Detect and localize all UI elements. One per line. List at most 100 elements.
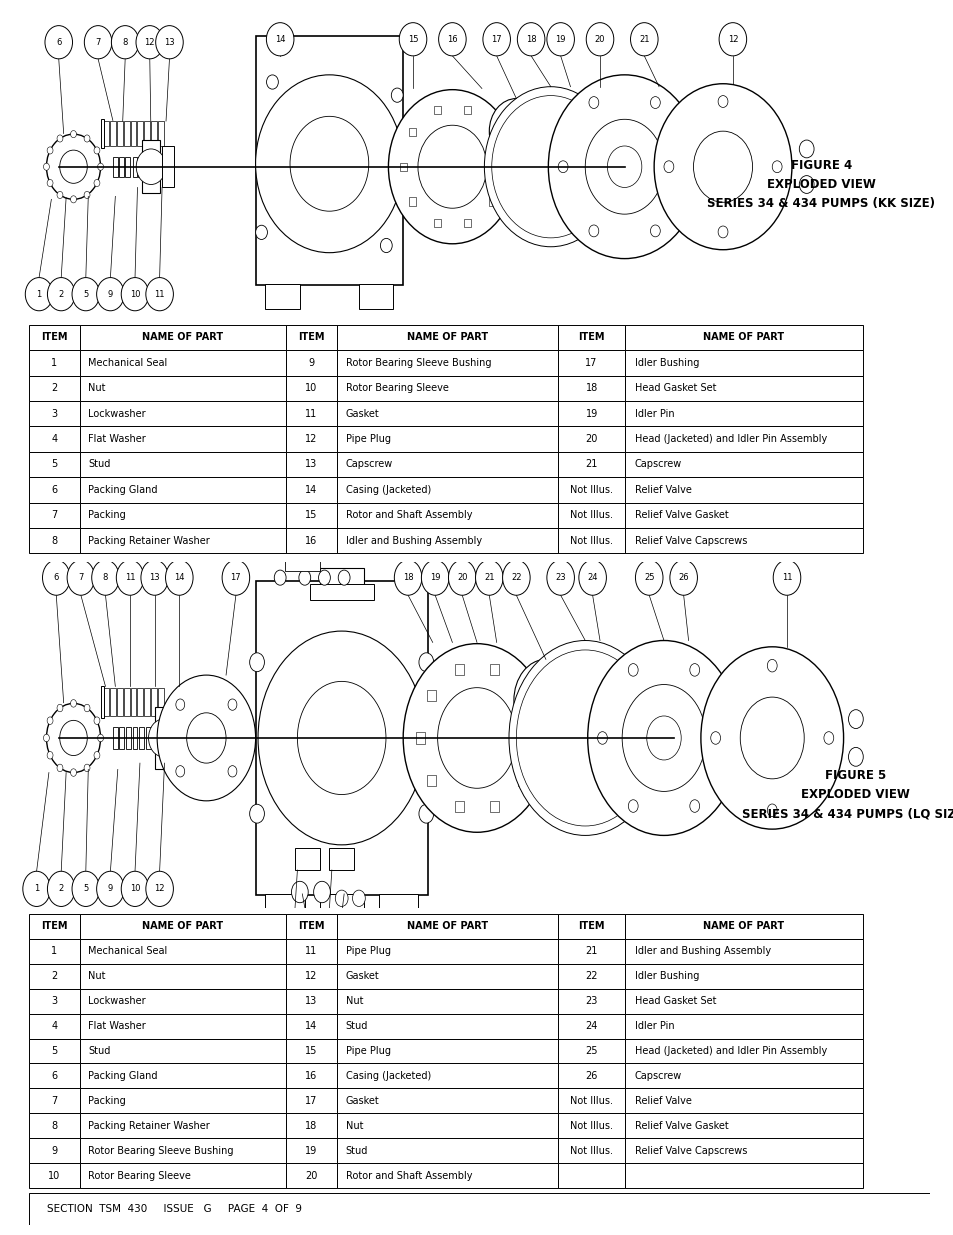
Text: 19: 19 <box>305 1146 317 1156</box>
Circle shape <box>149 719 178 757</box>
Text: 5: 5 <box>51 1046 57 1056</box>
Text: Rotor Bearing Sleeve: Rotor Bearing Sleeve <box>345 383 448 393</box>
Text: Relief Valve: Relief Valve <box>635 1095 691 1105</box>
Text: 13: 13 <box>305 459 317 469</box>
Circle shape <box>719 22 746 56</box>
Circle shape <box>250 804 264 824</box>
Text: 16: 16 <box>324 923 335 931</box>
Circle shape <box>295 934 323 969</box>
Bar <box>336 1139 558 1163</box>
Bar <box>319 568 363 587</box>
Circle shape <box>847 710 862 729</box>
Circle shape <box>394 559 421 595</box>
Circle shape <box>57 764 63 772</box>
Circle shape <box>484 86 617 247</box>
Text: 15: 15 <box>407 35 417 43</box>
Text: 3: 3 <box>51 997 57 1007</box>
Text: 21: 21 <box>585 946 598 956</box>
Bar <box>112 157 117 177</box>
Text: Flat Washer: Flat Washer <box>88 433 146 445</box>
Bar <box>285 1113 336 1139</box>
Bar <box>80 426 285 452</box>
Text: Pipe Plug: Pipe Plug <box>345 433 391 445</box>
Circle shape <box>255 75 403 253</box>
Bar <box>558 401 625 426</box>
Text: ITEM: ITEM <box>41 332 68 342</box>
Bar <box>80 503 285 527</box>
Bar <box>285 325 336 351</box>
Bar <box>558 452 625 477</box>
Bar <box>80 989 285 1014</box>
Bar <box>490 802 498 813</box>
Bar <box>80 1039 285 1063</box>
Bar <box>336 1063 558 1088</box>
Bar <box>625 914 862 939</box>
Circle shape <box>338 571 350 585</box>
Text: 10: 10 <box>130 290 140 299</box>
Circle shape <box>663 161 673 173</box>
Circle shape <box>799 175 813 194</box>
Circle shape <box>689 663 699 677</box>
Circle shape <box>584 120 663 214</box>
Circle shape <box>335 890 348 906</box>
Bar <box>80 1014 285 1039</box>
Bar <box>625 1039 862 1063</box>
Bar <box>124 121 130 146</box>
Circle shape <box>84 135 90 142</box>
Text: Lockwasher: Lockwasher <box>88 409 146 419</box>
Circle shape <box>388 90 516 243</box>
Text: 7: 7 <box>51 1095 57 1105</box>
Circle shape <box>597 731 607 745</box>
Circle shape <box>121 871 149 906</box>
Bar <box>162 146 174 188</box>
Circle shape <box>71 768 76 777</box>
Text: Rotor and Shaft Assembly: Rotor and Shaft Assembly <box>345 510 472 520</box>
Bar <box>132 726 137 750</box>
Bar <box>409 198 416 206</box>
Circle shape <box>67 559 94 595</box>
Bar <box>29 426 80 452</box>
Text: 20: 20 <box>305 1171 317 1181</box>
Text: 10: 10 <box>49 1171 60 1181</box>
Circle shape <box>502 559 530 595</box>
Text: 9: 9 <box>51 1146 57 1156</box>
Bar <box>142 140 159 194</box>
Bar <box>558 1139 625 1163</box>
Circle shape <box>546 559 574 595</box>
Bar <box>29 1014 80 1039</box>
Text: 5: 5 <box>51 459 57 469</box>
Bar <box>336 401 558 426</box>
Bar <box>29 963 80 989</box>
Bar <box>625 1113 862 1139</box>
Circle shape <box>157 676 255 800</box>
Bar <box>152 688 157 716</box>
Bar <box>336 527 558 553</box>
Text: 1: 1 <box>34 884 39 893</box>
Bar <box>336 426 558 452</box>
Text: Not Illus.: Not Illus. <box>570 1095 613 1105</box>
Text: 2: 2 <box>51 383 57 393</box>
Circle shape <box>84 191 90 199</box>
Circle shape <box>482 22 510 56</box>
Bar <box>625 1139 862 1163</box>
Bar <box>558 1039 625 1063</box>
Text: 9: 9 <box>108 290 112 299</box>
Bar <box>285 503 336 527</box>
Bar <box>29 1039 80 1063</box>
Bar <box>625 426 862 452</box>
Text: 10: 10 <box>305 383 317 393</box>
Text: 6: 6 <box>51 485 57 495</box>
Bar <box>154 706 172 769</box>
Bar <box>80 1088 285 1113</box>
Circle shape <box>250 653 264 672</box>
Circle shape <box>228 699 236 710</box>
Circle shape <box>281 909 309 945</box>
Bar <box>265 284 299 309</box>
Bar <box>137 688 143 716</box>
Bar <box>558 989 625 1014</box>
Bar <box>464 219 471 227</box>
Text: Flat Washer: Flat Washer <box>88 1021 146 1031</box>
Circle shape <box>528 678 562 722</box>
Bar <box>426 690 436 701</box>
Circle shape <box>290 116 369 211</box>
